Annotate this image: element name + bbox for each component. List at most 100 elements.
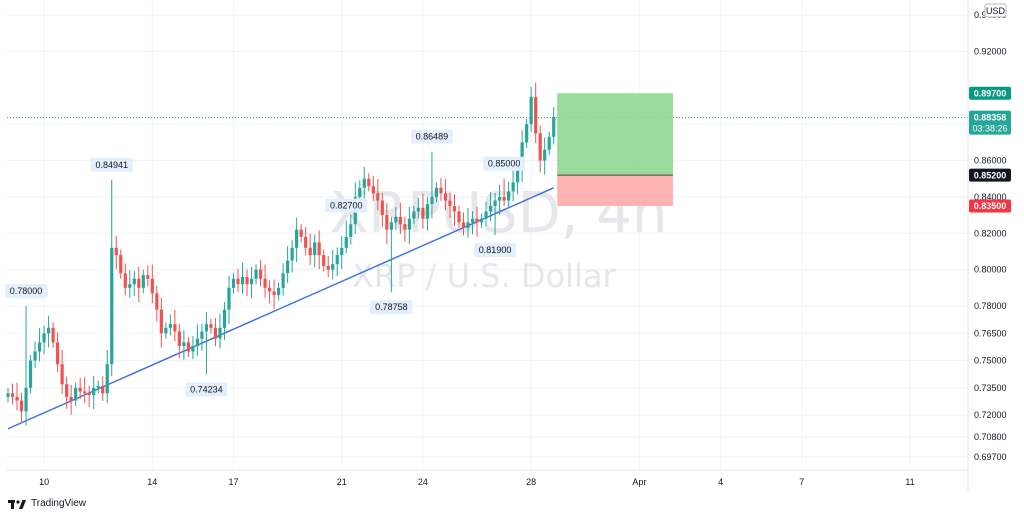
extreme-label-bg [5,284,48,298]
candle-body [425,204,430,219]
y-tick-label: 0.76500 [974,328,1007,338]
candle [529,87,533,132]
y-tick-label: 0.73500 [974,383,1007,393]
extreme-label-text: 0.82700 [330,201,363,211]
candle [479,213,484,228]
candle-body [123,273,127,288]
candle-body [502,196,506,201]
candle-body [236,278,240,285]
price-axis[interactable]: 0.940000.920000.880000.860000.840000.820… [974,10,1007,462]
candle [322,249,326,272]
tradingview-logo-icon [8,499,26,509]
candle [534,82,538,144]
candle-body [28,360,33,388]
candle [213,318,218,347]
candle [105,350,109,404]
candle [380,192,384,228]
profit-zone[interactable] [557,93,673,176]
candle-body [412,211,416,219]
candle-body [538,133,542,161]
candle [87,385,91,408]
candle-body [358,187,362,197]
candles [6,82,556,426]
candle-body [475,218,479,223]
extreme-label-high: 0.86489 [410,129,453,144]
candle-body [552,116,556,137]
candle [227,275,231,324]
candle [538,125,542,173]
candle [240,262,245,294]
candle [552,107,556,145]
extreme-label-bg [483,156,526,171]
candle-body [33,351,37,361]
candle-body [430,196,434,205]
candle-body [24,387,28,412]
candle [186,336,190,357]
extreme-label-bg [410,129,453,144]
x-tick-label: 11 [905,477,914,487]
candle [137,266,141,302]
candle-body [159,309,163,334]
candle-body [213,327,218,339]
candle-body [299,229,303,237]
bar-countdown-text: 03:38:26 [972,124,1007,134]
extreme-label-bg [474,243,517,258]
currency-label: USD [984,3,1007,18]
candle [222,302,227,340]
candle [543,137,547,175]
candle [349,214,353,245]
candle [272,279,276,310]
candle [236,268,240,292]
candle-body [263,278,267,288]
candle [434,182,439,203]
brand-footer[interactable]: TradingView [8,498,86,509]
long-position-tool[interactable] [557,93,673,206]
candle-body [222,309,227,328]
candle [452,194,457,226]
candle-body [385,215,389,230]
candle [164,322,168,339]
last-price-tag-bg [969,110,1011,135]
stop-price-tag: 0.83500 [969,199,1011,213]
candle [19,392,24,424]
candle-body [286,260,290,274]
extreme-label-text: 0.86489 [416,132,449,142]
candle-body [488,206,493,212]
candle-body [389,222,393,230]
candle-body [195,338,200,346]
candle-body [371,186,375,194]
candle [470,211,475,235]
candle [281,263,285,296]
candle-body [479,218,484,223]
extreme-label-low: 0.74234 [185,382,228,397]
time-axis[interactable]: 10 14 17 21 24 28 Apr 4 7 11 [39,477,915,487]
y-tick-label: 0.70800 [974,432,1007,442]
last-price-text: 0.88358 [974,113,1007,123]
candle-body [254,269,258,279]
extreme-label-high: 0.84941 [90,157,133,172]
x-tick-label: 17 [228,477,238,487]
candle [376,179,380,211]
candle [525,118,529,148]
candle [403,216,407,242]
candle-body [403,224,407,230]
candle [74,382,78,406]
candle-body [119,255,123,274]
candle [114,235,118,270]
candle-body [466,222,470,228]
candle [204,312,209,375]
candle [520,130,524,182]
trendline[interactable] [7,187,554,430]
extreme-label-high: 0.82700 [325,198,368,213]
x-tick-label: 14 [147,477,157,487]
loss-zone[interactable] [557,175,673,206]
candle-body [78,387,82,392]
candle [51,322,55,348]
stop-price-tag-text: 0.83500 [974,201,1007,211]
candle-body [335,255,339,265]
y-tick-label: 0.84000 [974,192,1007,202]
candle-body [507,191,511,201]
candle-body [317,242,321,256]
candle-body [101,386,105,394]
